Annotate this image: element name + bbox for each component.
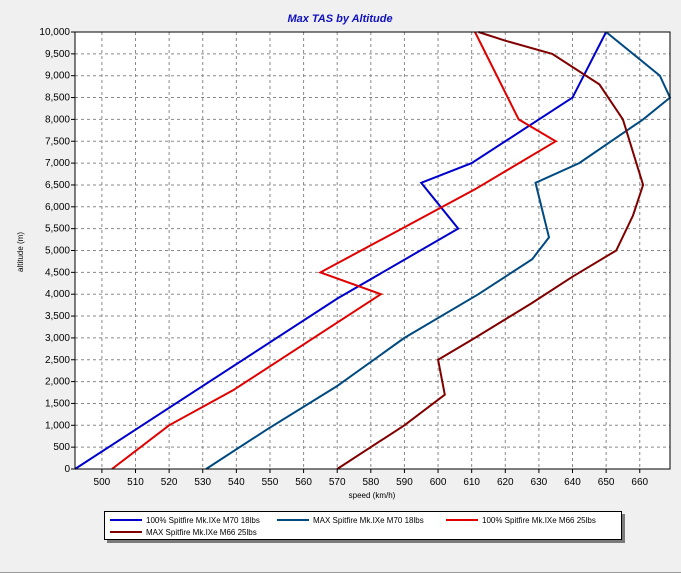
x-tick-label: 540 — [228, 477, 245, 488]
legend-label: MAX Spitfire Mk.IXe M66 25lbs — [146, 527, 257, 537]
legend-label: 100% Spitfire Mk.IXe M70 18lbs — [146, 515, 260, 525]
series-line-1 — [74, 31, 607, 470]
y-tick-label: 7,500 — [45, 136, 70, 147]
legend-item: 100% Spitfire Mk.IXe M66 25lbs — [446, 514, 596, 526]
legend-item: 100% Spitfire Mk.IXe M70 18lbs — [110, 514, 260, 526]
legend-swatch — [277, 519, 309, 521]
chart-title: Max TAS by Altitude — [287, 13, 392, 25]
series-line-3 — [111, 31, 558, 470]
y-tick-labels: 0 500 1,000 1,500 2,000 2,500 3,000 3,500 4,000 4… — [39, 27, 75, 475]
x-tick-label: 530 — [194, 477, 211, 488]
x-tick-label: 560 — [295, 477, 312, 488]
legend-swatch — [110, 519, 142, 521]
legend-swatch — [110, 531, 142, 533]
legend-item: MAX Spitfire Mk.IXe M66 25lbs — [110, 526, 257, 538]
legend-swatch — [446, 519, 478, 521]
y-tick-label: 8,000 — [45, 114, 70, 125]
y-tick-label: 1,500 — [45, 398, 70, 409]
legend: 100% Spitfire Mk.IXe M70 18lbs MAX Spitf… — [104, 511, 622, 540]
y-tick-label: 4,000 — [45, 289, 70, 300]
y-tick-label: 8,500 — [45, 93, 70, 104]
x-tick-label: 580 — [362, 477, 379, 488]
x-tick-label: 520 — [161, 477, 178, 488]
y-tick-label: 7,000 — [45, 158, 70, 169]
x-tick-label: 570 — [329, 477, 346, 488]
y-tick-label: 1,000 — [45, 420, 70, 431]
x-tick-label: 510 — [127, 477, 144, 488]
y-tick-label: 5,500 — [45, 224, 70, 235]
legend-label: MAX Spitfire Mk.IXe M70 18lbs — [313, 515, 424, 525]
y-tick-label: 0 — [64, 464, 70, 475]
x-tick-label: 630 — [531, 477, 548, 488]
legend-label: 100% Spitfire Mk.IXe M66 25lbs — [482, 515, 596, 525]
x-tick-label: 640 — [564, 477, 581, 488]
plot-background — [75, 32, 670, 469]
y-tick-label: 3,000 — [45, 333, 70, 344]
y-tick-label: 500 — [53, 442, 70, 453]
y-tick-label: 9,000 — [45, 71, 70, 82]
grid-layer — [75, 31, 670, 470]
x-tick-label: 620 — [497, 477, 514, 488]
y-tick-label: 2,500 — [45, 355, 70, 366]
y-axis-label: altitude (m) — [16, 232, 25, 272]
x-tick-label: 660 — [631, 477, 648, 488]
x-axis-label: speed (km/h) — [349, 491, 396, 500]
y-tick-label: 2,000 — [45, 377, 70, 388]
y-tick-label: 5,000 — [45, 246, 70, 257]
y-tick-label: 6,000 — [45, 202, 70, 213]
x-tick-label: 550 — [262, 477, 279, 488]
x-tick-label: 610 — [463, 477, 480, 488]
y-tick-label: 6,500 — [45, 180, 70, 191]
x-tick-label: 650 — [598, 477, 615, 488]
legend-item: MAX Spitfire Mk.IXe M70 18lbs — [277, 514, 424, 526]
x-tick-label: 600 — [430, 477, 447, 488]
x-tick-label: 500 — [94, 477, 111, 488]
y-tick-label: 3,500 — [45, 311, 70, 322]
x-tick-labels: 500 510 520 530 540 550 560 570 580 590 600 610 620 6… — [94, 469, 649, 488]
y-tick-label: 9,500 — [45, 49, 70, 60]
y-tick-label: 4,500 — [45, 267, 70, 278]
series-line-4 — [336, 31, 645, 470]
x-tick-label: 590 — [396, 477, 413, 488]
y-tick-label: 10,000 — [39, 27, 70, 38]
